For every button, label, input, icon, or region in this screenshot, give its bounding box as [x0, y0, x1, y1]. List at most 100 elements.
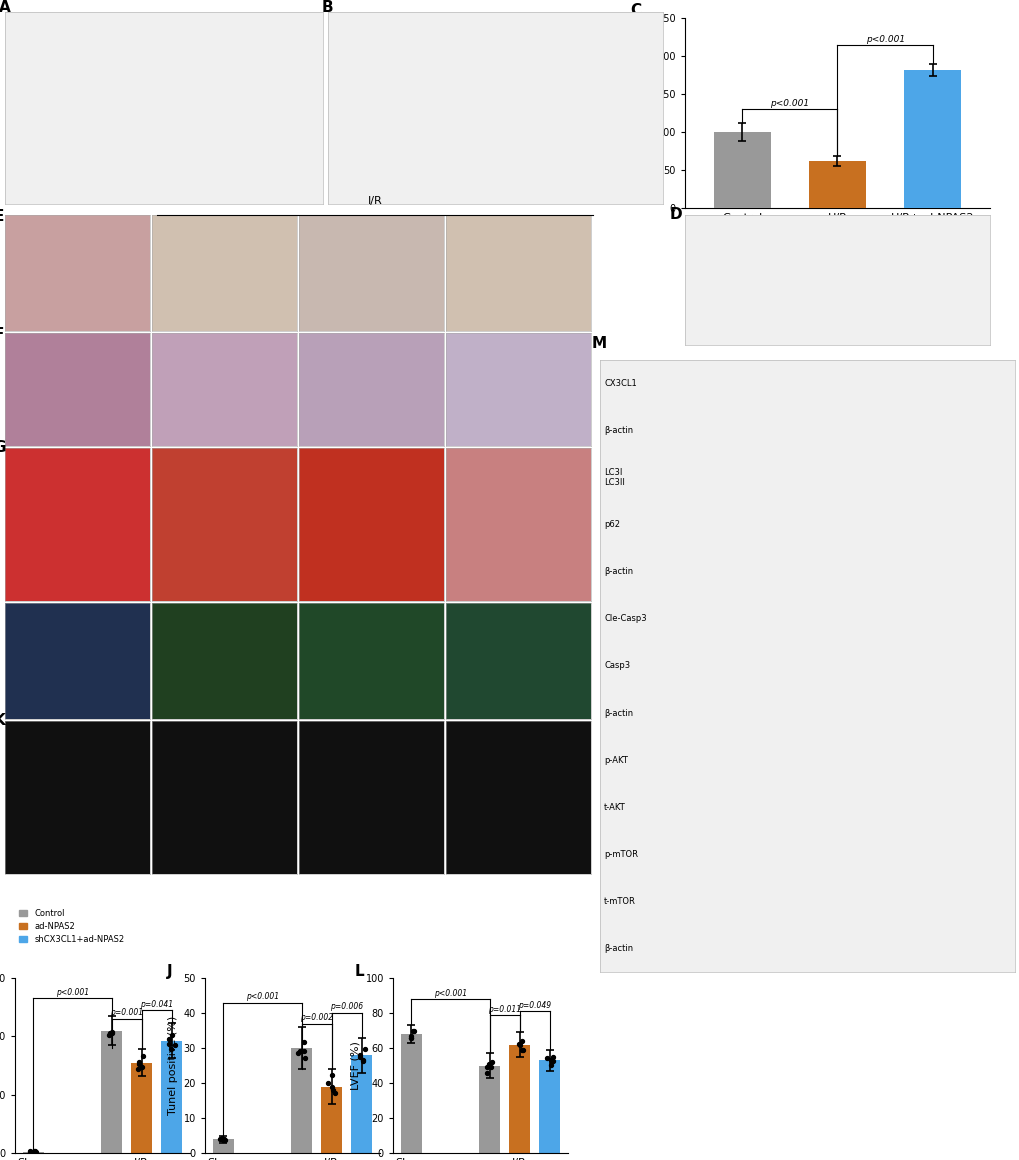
Bar — [479, 1066, 499, 1153]
Text: I/R: I/R — [367, 196, 382, 205]
Point — [296, 1042, 312, 1060]
Bar — [400, 1034, 421, 1153]
Point — [296, 1034, 312, 1052]
Point — [511, 1035, 527, 1053]
Point — [216, 1130, 232, 1148]
Point — [543, 1056, 559, 1074]
Point — [482, 1057, 498, 1075]
Text: CX3CL1: CX3CL1 — [603, 379, 636, 389]
Text: LC3I
LC3II: LC3I LC3II — [603, 467, 625, 487]
Text: L: L — [355, 964, 364, 979]
Bar — [161, 1041, 182, 1153]
Point — [403, 1029, 419, 1047]
Bar — [290, 1047, 312, 1153]
Text: E: E — [0, 209, 4, 224]
Point — [481, 1054, 497, 1073]
Text: M: M — [591, 335, 606, 350]
Point — [403, 1027, 419, 1045]
Bar — [212, 1139, 233, 1153]
Point — [544, 1049, 560, 1067]
Point — [26, 1141, 43, 1160]
Y-axis label: Luciferase activity: Luciferase activity — [641, 61, 651, 164]
Text: p=0.011: p=0.011 — [488, 1005, 521, 1014]
Point — [163, 1025, 179, 1044]
Point — [512, 1036, 528, 1054]
Point — [290, 1043, 307, 1061]
Text: A: A — [0, 0, 10, 15]
Point — [103, 1024, 119, 1043]
Text: F: F — [0, 327, 4, 342]
Point — [320, 1074, 336, 1093]
Bar — [539, 1060, 559, 1153]
Point — [324, 1081, 340, 1100]
Bar — [808, 161, 865, 208]
Point — [161, 1035, 177, 1053]
Point — [355, 1052, 371, 1071]
Text: β-actin: β-actin — [603, 567, 633, 577]
Point — [163, 1041, 179, 1059]
Point — [21, 1143, 38, 1160]
Point — [324, 1078, 340, 1096]
Point — [406, 1022, 422, 1041]
Y-axis label: LVEF (%): LVEF (%) — [350, 1041, 360, 1090]
Text: B: B — [321, 0, 332, 15]
Point — [327, 1083, 343, 1102]
Point — [101, 1025, 117, 1044]
Bar — [351, 1054, 372, 1153]
Text: p<0.001: p<0.001 — [433, 989, 467, 998]
Text: β-actin: β-actin — [603, 426, 633, 435]
Text: p<0.001: p<0.001 — [865, 35, 904, 44]
Point — [160, 1030, 176, 1049]
Legend: Control, ad-NPAS2, shCX3CL1+ad-NPAS2: Control, ad-NPAS2, shCX3CL1+ad-NPAS2 — [19, 908, 124, 944]
Text: p<0.001: p<0.001 — [246, 992, 278, 1001]
Point — [352, 1047, 368, 1066]
Point — [355, 1051, 371, 1070]
Bar — [101, 1030, 122, 1153]
Text: t-mTOR: t-mTOR — [603, 897, 636, 906]
Text: C: C — [630, 2, 641, 17]
Point — [514, 1031, 530, 1050]
Point — [130, 1053, 147, 1072]
Point — [25, 1143, 42, 1160]
Point — [291, 1042, 308, 1060]
Text: p<0.001: p<0.001 — [56, 988, 89, 996]
Point — [21, 1143, 38, 1160]
Text: p=0.002: p=0.002 — [300, 1013, 333, 1022]
Text: p62: p62 — [603, 521, 620, 529]
Point — [130, 1060, 147, 1079]
Bar — [903, 70, 961, 208]
Text: Casp3: Casp3 — [603, 661, 630, 670]
Point — [515, 1041, 531, 1059]
Point — [135, 1046, 151, 1065]
Point — [297, 1049, 313, 1067]
Bar — [321, 1087, 342, 1153]
Text: p-mTOR: p-mTOR — [603, 850, 638, 858]
Point — [104, 1022, 120, 1041]
Point — [102, 1024, 118, 1043]
Point — [484, 1052, 500, 1071]
Point — [544, 1052, 560, 1071]
Text: p-AKT: p-AKT — [603, 755, 628, 764]
Bar — [131, 1063, 152, 1153]
Point — [104, 1024, 120, 1043]
Y-axis label: Tunel positive (%): Tunel positive (%) — [168, 1016, 178, 1115]
Point — [214, 1129, 230, 1147]
Bar — [22, 1152, 44, 1153]
Point — [216, 1130, 232, 1148]
Text: p=0.001: p=0.001 — [110, 1008, 143, 1017]
Point — [403, 1029, 419, 1047]
Point — [543, 1051, 559, 1070]
Point — [28, 1143, 44, 1160]
Text: β-actin: β-actin — [603, 709, 633, 718]
Point — [514, 1041, 530, 1059]
Text: p=0.049: p=0.049 — [518, 1001, 551, 1010]
Text: J: J — [166, 964, 172, 979]
Text: p=0.006: p=0.006 — [330, 1002, 363, 1012]
Text: G: G — [0, 441, 6, 456]
Text: p=0.041: p=0.041 — [140, 1000, 173, 1009]
Point — [478, 1058, 494, 1076]
Point — [323, 1065, 339, 1083]
Point — [211, 1130, 227, 1148]
Point — [166, 1036, 182, 1054]
Point — [479, 1064, 495, 1082]
